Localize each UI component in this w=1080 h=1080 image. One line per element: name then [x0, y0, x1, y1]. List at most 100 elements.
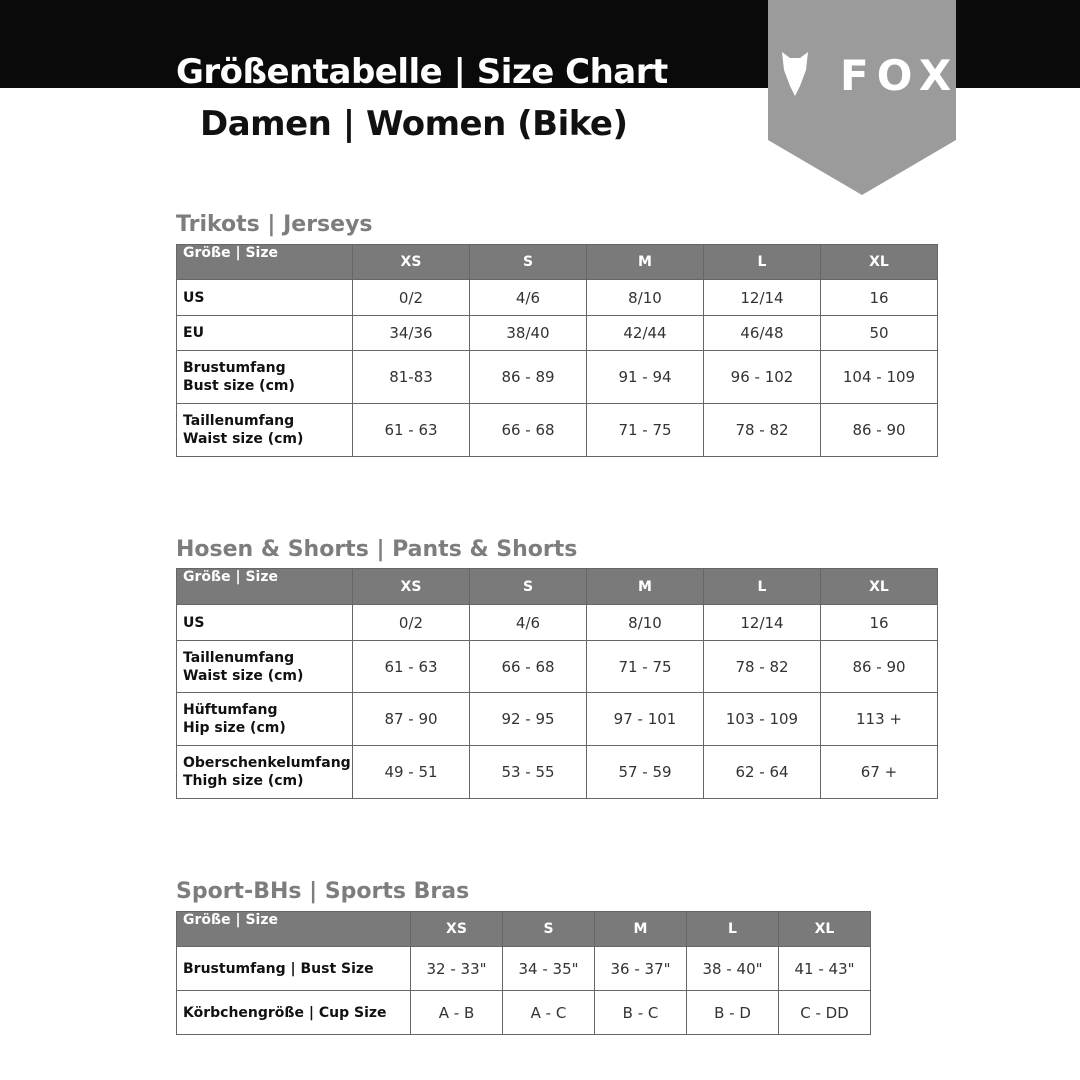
table-cell: 4/6 — [469, 604, 587, 641]
table-cell: 103 - 109 — [703, 692, 821, 746]
column-header: M — [586, 244, 704, 280]
table-cell: 86 - 90 — [820, 640, 938, 693]
table-cell: 97 - 101 — [586, 692, 704, 746]
row-label-line: Hüftumfang — [183, 702, 278, 718]
table-cell: 96 - 102 — [703, 350, 821, 404]
row-label-line: Bust size (cm) — [183, 378, 295, 394]
table-cell: 34/36 — [352, 315, 470, 351]
row-label-line: EU — [183, 325, 204, 341]
column-header: Größe | Size — [176, 911, 411, 947]
column-header: XS — [352, 244, 470, 280]
table-cell: C - DD — [778, 990, 871, 1035]
row-label-line: Taillenumfang — [183, 413, 295, 429]
subtitle: Damen | Women (Bike) — [200, 104, 628, 144]
section-heading: Trikots | Jerseys — [176, 212, 373, 237]
table-cell: 38 - 40" — [686, 946, 779, 991]
table-cell: A - C — [502, 990, 595, 1035]
table-cell: 38/40 — [469, 315, 587, 351]
row-label: Taillenumfang Waist size (cm) — [176, 640, 353, 693]
table-cell: 86 - 90 — [820, 403, 938, 457]
table-cell: 87 - 90 — [352, 692, 470, 746]
table-cell: 49 - 51 — [352, 745, 470, 799]
row-label-line: Körbchengröße | Cup Size — [183, 1004, 387, 1021]
row-label-line: Thigh size (cm) — [183, 773, 304, 789]
table-cell: 46/48 — [703, 315, 821, 351]
table-cell: 4/6 — [469, 279, 587, 316]
row-label-line: US — [183, 289, 205, 306]
table-cell: 12/14 — [703, 279, 821, 316]
row-label: Hüftumfang Hip size (cm) — [176, 692, 353, 746]
table-cell: 53 - 55 — [469, 745, 587, 799]
row-label-line: US — [183, 614, 205, 631]
row-label: Brustumfang | Bust Size — [176, 946, 411, 991]
row-label: Körbchengröße | Cup Size — [176, 990, 411, 1035]
table-cell: 8/10 — [586, 604, 704, 641]
column-header: M — [586, 568, 704, 605]
title: Größentabelle | Size Chart — [176, 52, 668, 92]
section-heading: Hosen & Shorts | Pants & Shorts — [176, 537, 578, 562]
column-header: L — [686, 911, 779, 947]
column-header: XL — [778, 911, 871, 947]
table-cell: 91 - 94 — [586, 350, 704, 404]
table-cell: 41 - 43" — [778, 946, 871, 991]
row-label-line: Waist size (cm) — [183, 667, 304, 684]
row-label: EU — [176, 315, 353, 351]
row-label: Brustumfang Bust size (cm) — [176, 350, 353, 404]
row-label: US — [176, 279, 353, 316]
table-cell: B - D — [686, 990, 779, 1035]
table-cell: 36 - 37" — [594, 946, 687, 991]
logo-badge — [768, 0, 956, 195]
table-cell: 32 - 33" — [410, 946, 503, 991]
column-header: M — [594, 911, 687, 947]
table-cell: 92 - 95 — [469, 692, 587, 746]
table-cell: 71 - 75 — [586, 640, 704, 693]
table-cell: 86 - 89 — [469, 350, 587, 404]
table-cell: 57 - 59 — [586, 745, 704, 799]
table-cell: 61 - 63 — [352, 403, 470, 457]
table-cell: 8/10 — [586, 279, 704, 316]
table-cell: 67 + — [820, 745, 938, 799]
logo-text: FOX — [840, 51, 958, 100]
column-header: Größe | Size — [176, 244, 353, 280]
table-cell: 42/44 — [586, 315, 704, 351]
row-label-line: Hip size (cm) — [183, 720, 286, 736]
table-cell: 62 - 64 — [703, 745, 821, 799]
table-cell: 0/2 — [352, 604, 470, 641]
table-cell: 66 - 68 — [469, 640, 587, 693]
table-cell: 78 - 82 — [703, 403, 821, 457]
table-cell: 16 — [820, 604, 938, 641]
table-cell: 50 — [820, 315, 938, 351]
column-header: S — [469, 244, 587, 280]
row-label: US — [176, 604, 353, 641]
row-label-line: Oberschenkelumfang — [183, 755, 351, 771]
table-cell: B - C — [594, 990, 687, 1035]
row-label-line: Waist size (cm) — [183, 431, 304, 447]
row-label-line: Taillenumfang — [183, 649, 295, 666]
table-cell: 16 — [820, 279, 938, 316]
table-cell: 34 - 35" — [502, 946, 595, 991]
column-header: L — [703, 244, 821, 280]
table-cell: 113 + — [820, 692, 938, 746]
table-cell: 61 - 63 — [352, 640, 470, 693]
column-header: XL — [820, 244, 938, 280]
table-cell: 0/2 — [352, 279, 470, 316]
column-header: L — [703, 568, 821, 605]
table-cell: 71 - 75 — [586, 403, 704, 457]
logo-icon — [782, 52, 808, 96]
table-cell: 66 - 68 — [469, 403, 587, 457]
column-header: XS — [410, 911, 503, 947]
table-cell: 81-83 — [352, 350, 470, 404]
column-header: Größe | Size — [176, 568, 353, 605]
column-header: XS — [352, 568, 470, 605]
row-label-line: Brustumfang | Bust Size — [183, 960, 374, 977]
table-cell: 104 - 109 — [820, 350, 938, 404]
column-header: XL — [820, 568, 938, 605]
table-cell: A - B — [410, 990, 503, 1035]
row-label: Oberschenkelumfang Thigh size (cm) — [176, 745, 353, 799]
column-header: S — [469, 568, 587, 605]
table-cell: 12/14 — [703, 604, 821, 641]
section-heading: Sport-BHs | Sports Bras — [176, 879, 470, 904]
row-label-line: Brustumfang — [183, 360, 286, 376]
logo: FOX — [768, 0, 958, 195]
